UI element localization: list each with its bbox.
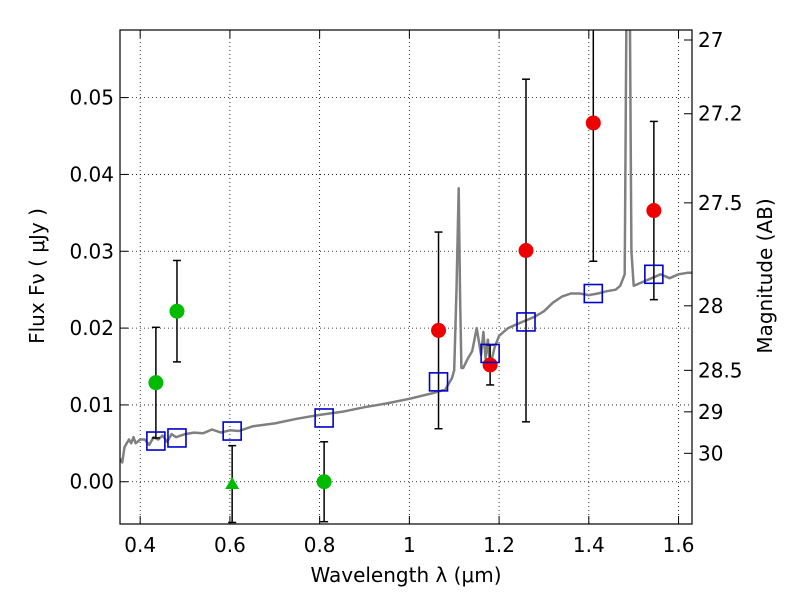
red-detections-point (585, 115, 601, 131)
y-tick-label: 0.04 (69, 162, 114, 186)
x-tick-label: 0.6 (214, 533, 246, 557)
y-tick-label: 0.03 (69, 239, 114, 263)
y2-tick-label: 30 (698, 441, 723, 465)
green-detections-point (169, 303, 185, 319)
plot-frame (119, 29, 693, 525)
model-photometry-point (516, 312, 536, 332)
x-tick-label: 0.4 (124, 533, 156, 557)
plot-layer (120, 30, 692, 524)
red-detections-point (482, 357, 498, 373)
model-photometry-point (480, 343, 500, 364)
model-photometry-point (222, 421, 242, 441)
model-photometry-point (314, 408, 334, 428)
y-tick-label: 0.01 (69, 393, 114, 417)
model-photometry-point (644, 264, 664, 285)
y-tick-label: 0.05 (69, 86, 114, 110)
y2-tick-label: 28 (698, 294, 723, 318)
tick-layer: 0.4 0.6 0.8 1 1.2 1.4 1.6 0.00 0.01 0.02 0.03 0.04 0… (69, 28, 742, 557)
red-detections-point (431, 322, 447, 338)
y2-tick-label: 27.5 (698, 191, 743, 215)
x-tick-label: 0.8 (304, 533, 336, 557)
template-spectrum (120, 30, 692, 464)
model-photometry-point (167, 428, 187, 448)
y2-tick-label: 29 (698, 400, 723, 424)
y-axis-label: Flux Fν ( μJy ) (25, 208, 49, 344)
green-upper-limit-point (225, 477, 240, 490)
y2-axis-label: Magnitude (AB) (753, 198, 777, 353)
x-tick-label: 1 (403, 533, 416, 557)
y2-tick-label: 27 (698, 28, 723, 52)
x-axis-label: Wavelength λ (μm) (310, 563, 501, 587)
y-tick-label: 0.00 (69, 470, 114, 494)
red-detections-point (518, 242, 534, 258)
grid-layer (120, 30, 692, 524)
x-tick-label: 1.6 (663, 533, 695, 557)
model-photometry-point (428, 372, 449, 392)
green-detections-point (148, 375, 164, 391)
red-detections-point (646, 203, 662, 219)
y2-tick-label: 27.2 (698, 102, 743, 126)
y-tick-label: 0.02 (69, 316, 114, 340)
green-detections-point (316, 474, 332, 490)
x-tick-label: 1.4 (573, 533, 605, 557)
model-photometry-point (583, 283, 604, 304)
x-tick-label: 1.2 (483, 533, 515, 557)
y2-tick-label: 28.5 (698, 358, 743, 382)
model-photometry-point (146, 431, 166, 451)
